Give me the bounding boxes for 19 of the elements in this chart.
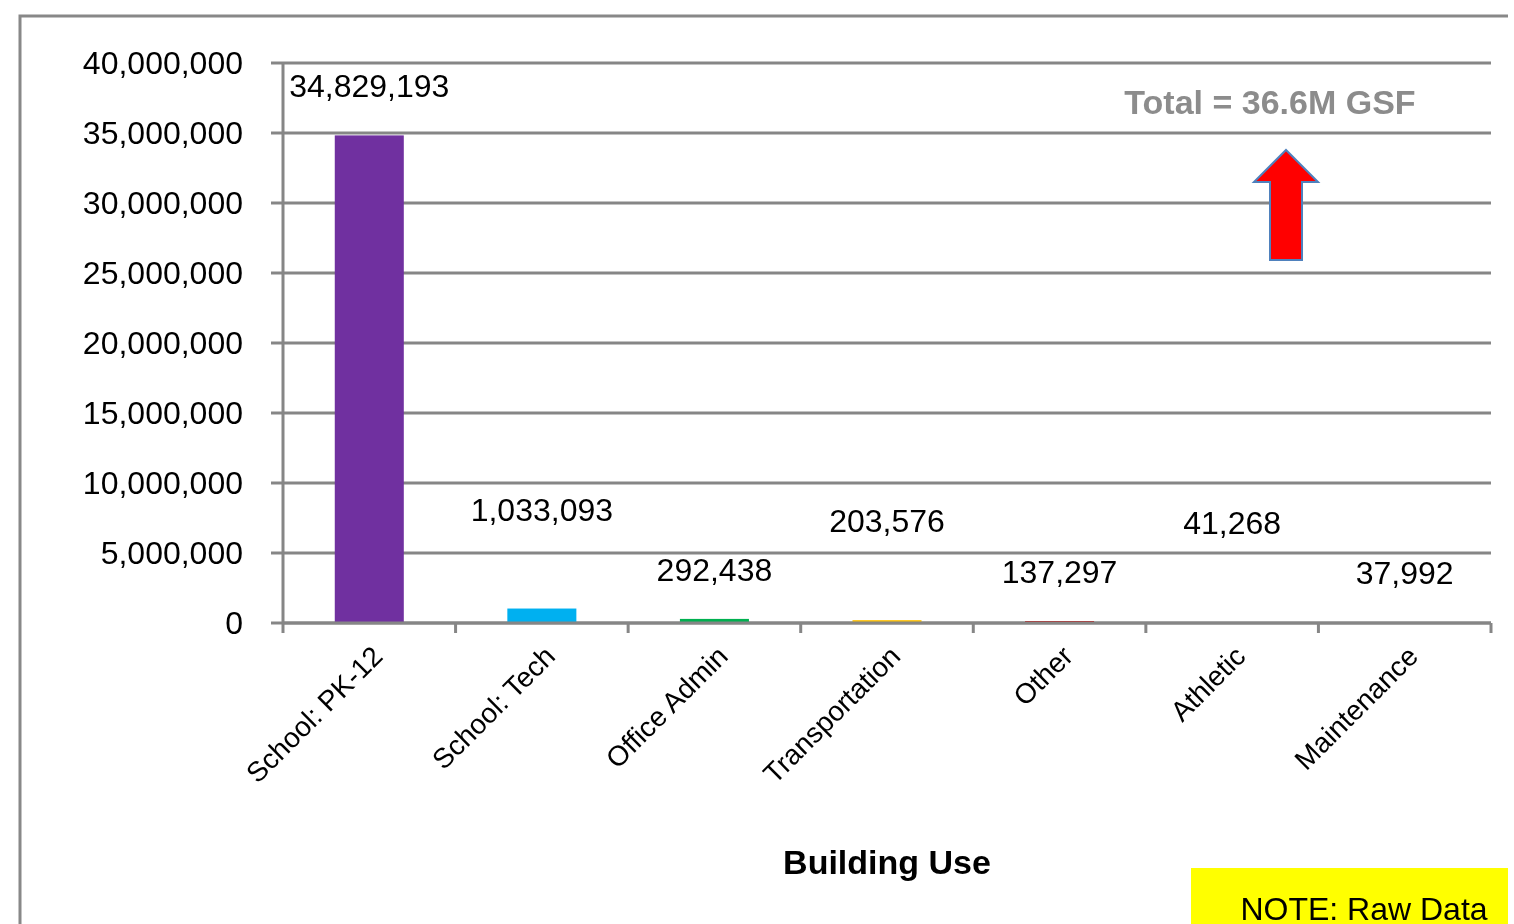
data-label: 137,297: [1001, 554, 1118, 591]
data-label: 203,576: [829, 503, 945, 540]
y-tick-label: 10,000,000: [82, 465, 243, 502]
annotation: Total = 36.6M GSF: [1124, 83, 1416, 121]
y-tick-label: 0: [225, 605, 243, 642]
y-tick-label: 20,000,000: [82, 325, 243, 362]
data-label: 1,033,093: [470, 491, 614, 528]
data-label: 37,992: [1355, 555, 1454, 592]
data-label: 34,829,193: [289, 68, 450, 105]
y-tick-label: 40,000,000: [82, 45, 243, 82]
text: NOTE: Raw Data: [1240, 891, 1488, 924]
y-tick-label: 35,000,000: [82, 115, 243, 152]
y-tick-label: 15,000,000: [82, 395, 243, 432]
data-label: 41,268: [1183, 505, 1282, 542]
data-label: 292,438: [656, 551, 773, 588]
x-axis-title: Building Use: [783, 843, 991, 881]
y-tick-label: 5,000,000: [100, 535, 243, 572]
y-tick-label: 25,000,000: [82, 255, 243, 292]
y-tick-label: 30,000,000: [82, 185, 243, 222]
